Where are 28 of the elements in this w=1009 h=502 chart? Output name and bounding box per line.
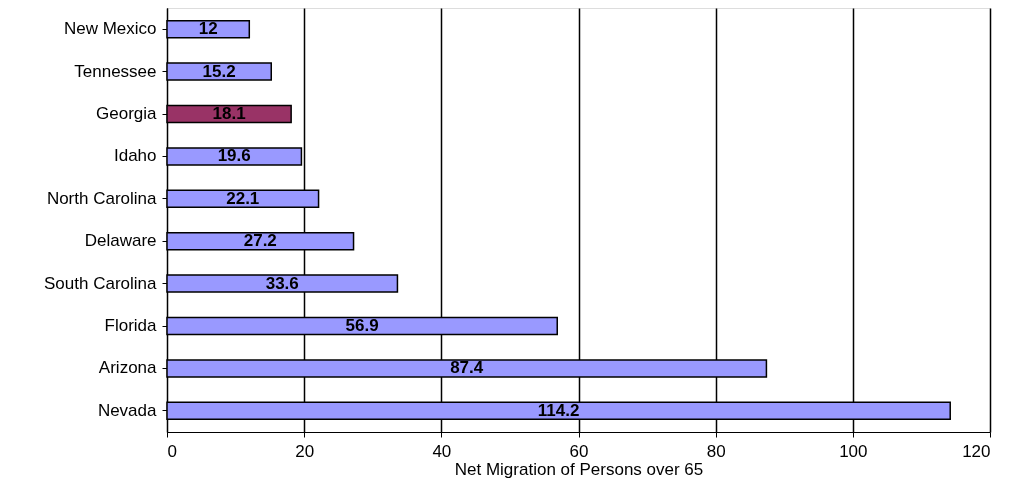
data-label: 12 bbox=[198, 19, 218, 39]
data-label: 22.1 bbox=[226, 188, 260, 208]
x-tick-label: 100 bbox=[839, 441, 868, 461]
y-tick-label: Georgia bbox=[96, 104, 158, 123]
y-tick-label: Arizona bbox=[98, 358, 158, 378]
y-tick-label: Idaho bbox=[113, 146, 157, 166]
y-tick-label: North Carolina bbox=[46, 188, 158, 208]
x-tick-label: 20 bbox=[295, 441, 315, 461]
y-tick-label: South Carolina bbox=[44, 273, 158, 293]
x-tick-label: 40 bbox=[432, 441, 452, 461]
data-label: 56.9 bbox=[345, 316, 379, 335]
y-tick-label: New Mexico bbox=[63, 19, 157, 39]
data-label: 15.2 bbox=[202, 61, 236, 81]
x-tick-label: 120 bbox=[962, 441, 991, 461]
y-tick-label: Nevada bbox=[97, 400, 158, 420]
data-label: 27.2 bbox=[243, 231, 277, 251]
data-label: 87.4 bbox=[450, 358, 484, 378]
y-tick-label: Tennessee bbox=[74, 61, 157, 81]
x-tick-label: 80 bbox=[706, 441, 726, 461]
y-tick-label: Florida bbox=[104, 316, 158, 335]
x-tick-label: 0 bbox=[167, 441, 177, 461]
data-label: 18.1 bbox=[212, 104, 246, 123]
x-axis-title: Net Migration of Persons over 65 bbox=[454, 459, 704, 479]
data-label: 19.6 bbox=[217, 146, 251, 166]
x-tick-label: 60 bbox=[569, 441, 589, 461]
data-label: 114.2 bbox=[537, 400, 580, 420]
y-tick-label: Delaware bbox=[84, 231, 157, 251]
data-label: 33.6 bbox=[265, 273, 299, 293]
